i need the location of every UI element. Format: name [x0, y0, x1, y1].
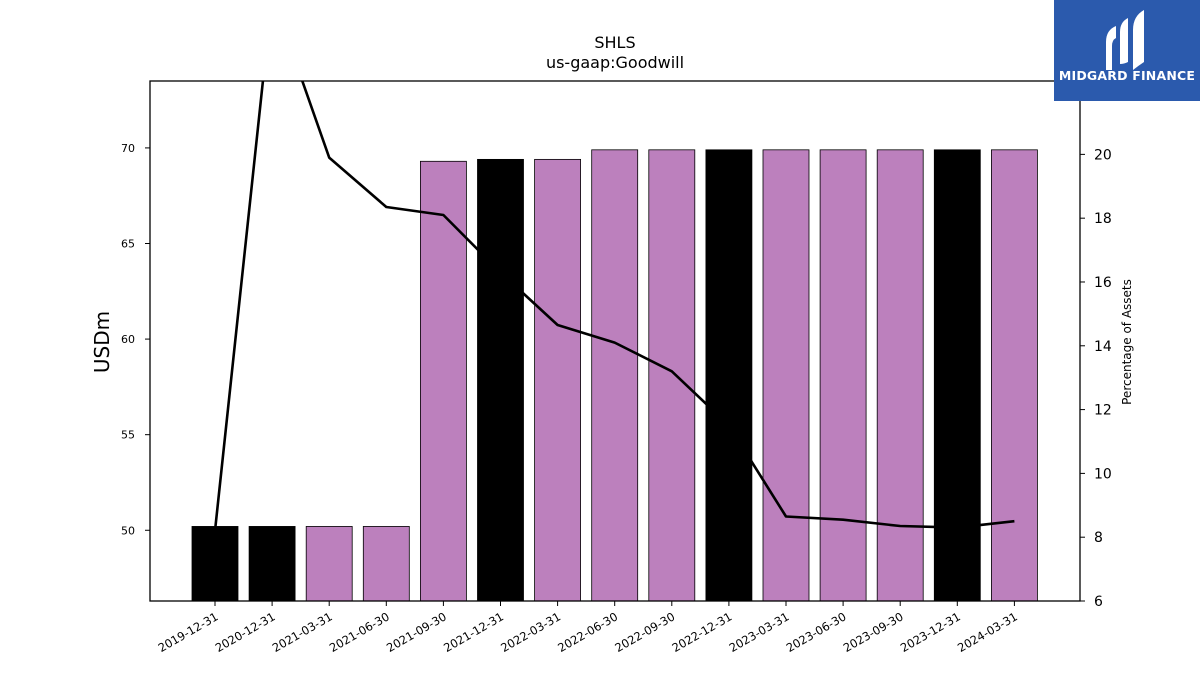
bar — [248, 526, 296, 601]
bar — [534, 158, 581, 601]
y2-tick-label: 8 — [1094, 530, 1103, 546]
x-tick-label: 2023-03-31 — [727, 609, 792, 655]
plot-area: 50 55 60 65 70 6 8 10 12 14 16 18 20 2019-12-312020-1… — [121, 80, 1112, 655]
y-tick-label: 50 — [121, 524, 135, 537]
y2-tick-label: 16 — [1094, 275, 1112, 291]
x-tick-label: 2023-09-30 — [841, 609, 906, 655]
x-tick-label: 2021-03-31 — [270, 609, 335, 655]
y2-tick-label: 12 — [1094, 403, 1112, 419]
bar — [591, 149, 639, 601]
logo-mark-icon — [1106, 10, 1144, 70]
x-tick-label: 2022-09-30 — [612, 609, 677, 655]
bar — [991, 149, 1038, 601]
x-tick-label: 2022-06-30 — [555, 609, 620, 655]
x-tick-label: 2022-03-31 — [498, 609, 563, 655]
y2-tick-label: 18 — [1094, 211, 1112, 227]
midgard-finance-logo: MIDGARD FINANCE — [1054, 0, 1200, 101]
bar — [419, 160, 467, 601]
y2-tick-label: 6 — [1094, 594, 1103, 610]
bar — [819, 149, 867, 601]
x-tick-label: 2021-09-30 — [384, 609, 449, 655]
x-tick-label: 2022-12-31 — [670, 609, 735, 655]
chart-subtitle: us-gaap:Goodwill — [546, 53, 684, 72]
bar — [191, 526, 239, 601]
y-tick-label: 60 — [121, 333, 135, 346]
bar — [648, 149, 696, 601]
series-line — [213, 81, 1015, 531]
y-tick-label: 70 — [121, 142, 135, 155]
bar — [362, 526, 410, 601]
y2-tick-label: 14 — [1094, 339, 1112, 355]
bar — [933, 149, 981, 601]
logo-text: MIDGARD FINANCE — [1058, 68, 1196, 83]
x-tick-label: 2024-03-31 — [955, 609, 1020, 655]
bar — [762, 149, 810, 601]
y-tick-label: 65 — [121, 238, 135, 251]
x-tick-label: 2023-06-30 — [784, 609, 849, 655]
bar — [305, 526, 353, 601]
x-tick-label: 2021-06-30 — [327, 609, 392, 655]
y-axis-label: USDm — [90, 311, 114, 373]
bar — [705, 149, 753, 601]
x-tick-label: 2019-12-31 — [156, 609, 221, 655]
y-tick-label: 55 — [121, 429, 135, 442]
y2-tick-label: 10 — [1094, 466, 1112, 482]
y2-tick-label: 20 — [1094, 147, 1112, 163]
y2-axis-label: Percentage of Assets — [1120, 279, 1134, 405]
x-tick-label: 2021-12-31 — [441, 609, 506, 655]
x-tick-label: 2020-12-31 — [213, 609, 278, 655]
bar — [477, 158, 524, 601]
chart-title: SHLS — [594, 33, 635, 52]
x-tick-label: 2023-12-31 — [898, 609, 963, 655]
bar — [876, 149, 924, 601]
